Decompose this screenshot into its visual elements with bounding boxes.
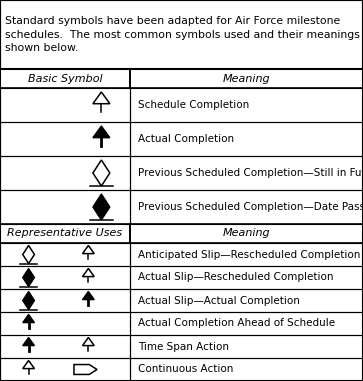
Text: Actual Completion: Actual Completion [138,134,234,144]
Bar [0,69,130,88]
Bar [0,335,130,358]
Bar [0,122,130,156]
Bar [130,156,363,190]
Bar [130,122,363,156]
Bar [0,88,130,122]
Bar [0,243,130,266]
Text: Meaning: Meaning [223,74,270,83]
Polygon shape [23,314,34,323]
Polygon shape [93,194,110,220]
Bar [0,224,130,243]
Bar [130,335,363,358]
Text: Previous Scheduled Completion—Date Passed: Previous Scheduled Completion—Date Passe… [138,202,363,212]
Polygon shape [82,291,94,299]
Bar [130,88,363,122]
Text: Standard symbols have been adapted for Air Force milestone
schedules.  The most : Standard symbols have been adapted for A… [5,16,363,53]
Polygon shape [23,338,34,346]
Bar [0,312,130,335]
Bar [130,69,363,88]
Bar [130,266,363,289]
Bar [130,243,363,266]
Bar [0,358,130,381]
Text: Actual Completion Ahead of Schedule: Actual Completion Ahead of Schedule [138,319,335,328]
Bar [130,224,363,243]
Bar [0,190,130,224]
Bar [130,190,363,224]
Text: Time Span Action: Time Span Action [138,341,229,352]
Polygon shape [23,269,34,287]
Bar [0,289,130,312]
Text: Previous Scheduled Completion—Still in Future: Previous Scheduled Completion—Still in F… [138,168,363,178]
Text: Anticipated Slip—Rescheduled Completion: Anticipated Slip—Rescheduled Completion [138,250,360,259]
Bar [130,358,363,381]
Bar [0,266,130,289]
Text: Actual Slip—Actual Completion: Actual Slip—Actual Completion [138,296,300,306]
Bar [0,0,363,69]
Text: Schedule Completion: Schedule Completion [138,100,249,110]
Text: Representative Uses: Representative Uses [7,229,123,239]
Polygon shape [23,291,34,309]
Text: Meaning: Meaning [223,229,270,239]
Text: Actual Slip—Rescheduled Completion: Actual Slip—Rescheduled Completion [138,272,334,282]
Bar [0,156,130,190]
Bar [130,312,363,335]
Text: Continuous Action: Continuous Action [138,365,233,375]
Text: Basic Symbol: Basic Symbol [28,74,102,83]
Bar [130,289,363,312]
Polygon shape [93,126,110,138]
